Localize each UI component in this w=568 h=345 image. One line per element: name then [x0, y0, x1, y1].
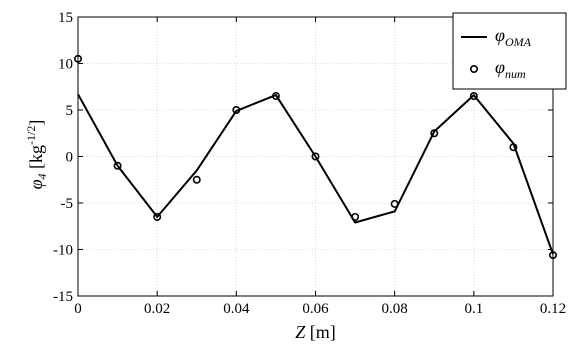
- x-tick-label: 0.1: [464, 301, 483, 317]
- legend-label-oma: φOMA: [495, 25, 532, 49]
- legend-box: [452, 12, 567, 90]
- y-tick-label: 15: [58, 10, 73, 26]
- series-line-oma: [77, 93, 554, 255]
- data-point-num: [351, 212, 360, 221]
- data-point-num: [509, 143, 518, 152]
- legend-marker-sample: [469, 65, 478, 74]
- x-tick-label: 0.02: [144, 301, 170, 317]
- legend: φOMA φnum: [452, 12, 567, 90]
- data-point-num: [390, 199, 399, 208]
- data-point-num: [469, 92, 478, 101]
- data-point-num: [153, 212, 162, 221]
- x-tick-label: 0.06: [302, 301, 329, 317]
- y-tick-label: -15: [53, 289, 73, 305]
- y-tick-label: -5: [61, 196, 74, 212]
- data-point-num: [192, 175, 201, 184]
- data-point-num: [271, 92, 280, 101]
- y-tick-label: 10: [58, 57, 73, 73]
- data-point-num: [232, 106, 241, 115]
- data-point-num: [430, 129, 439, 138]
- y-axis-label: φ4 [kg-1/2]: [24, 120, 49, 190]
- y-tick-label: 5: [66, 103, 74, 119]
- tick-labels: 0 0.02 0.04 0.06 0.08 0.1 0.12 -15 -10 -5 0 5 10 15: [53, 10, 566, 317]
- data-point-num: [113, 161, 122, 170]
- x-tick-label: 0.08: [382, 301, 408, 317]
- x-tick-label: 0.12: [540, 301, 566, 317]
- y-tick-label: -10: [53, 243, 73, 259]
- data-point-num: [311, 152, 320, 161]
- series-layer: [74, 54, 557, 260]
- x-axis-label: Z [m]: [295, 322, 336, 342]
- x-tick-label: 0: [74, 301, 82, 317]
- y-tick-label: 0: [66, 150, 74, 166]
- legend-label-num: φnum: [495, 57, 526, 81]
- x-tick-label: 0.04: [223, 301, 250, 317]
